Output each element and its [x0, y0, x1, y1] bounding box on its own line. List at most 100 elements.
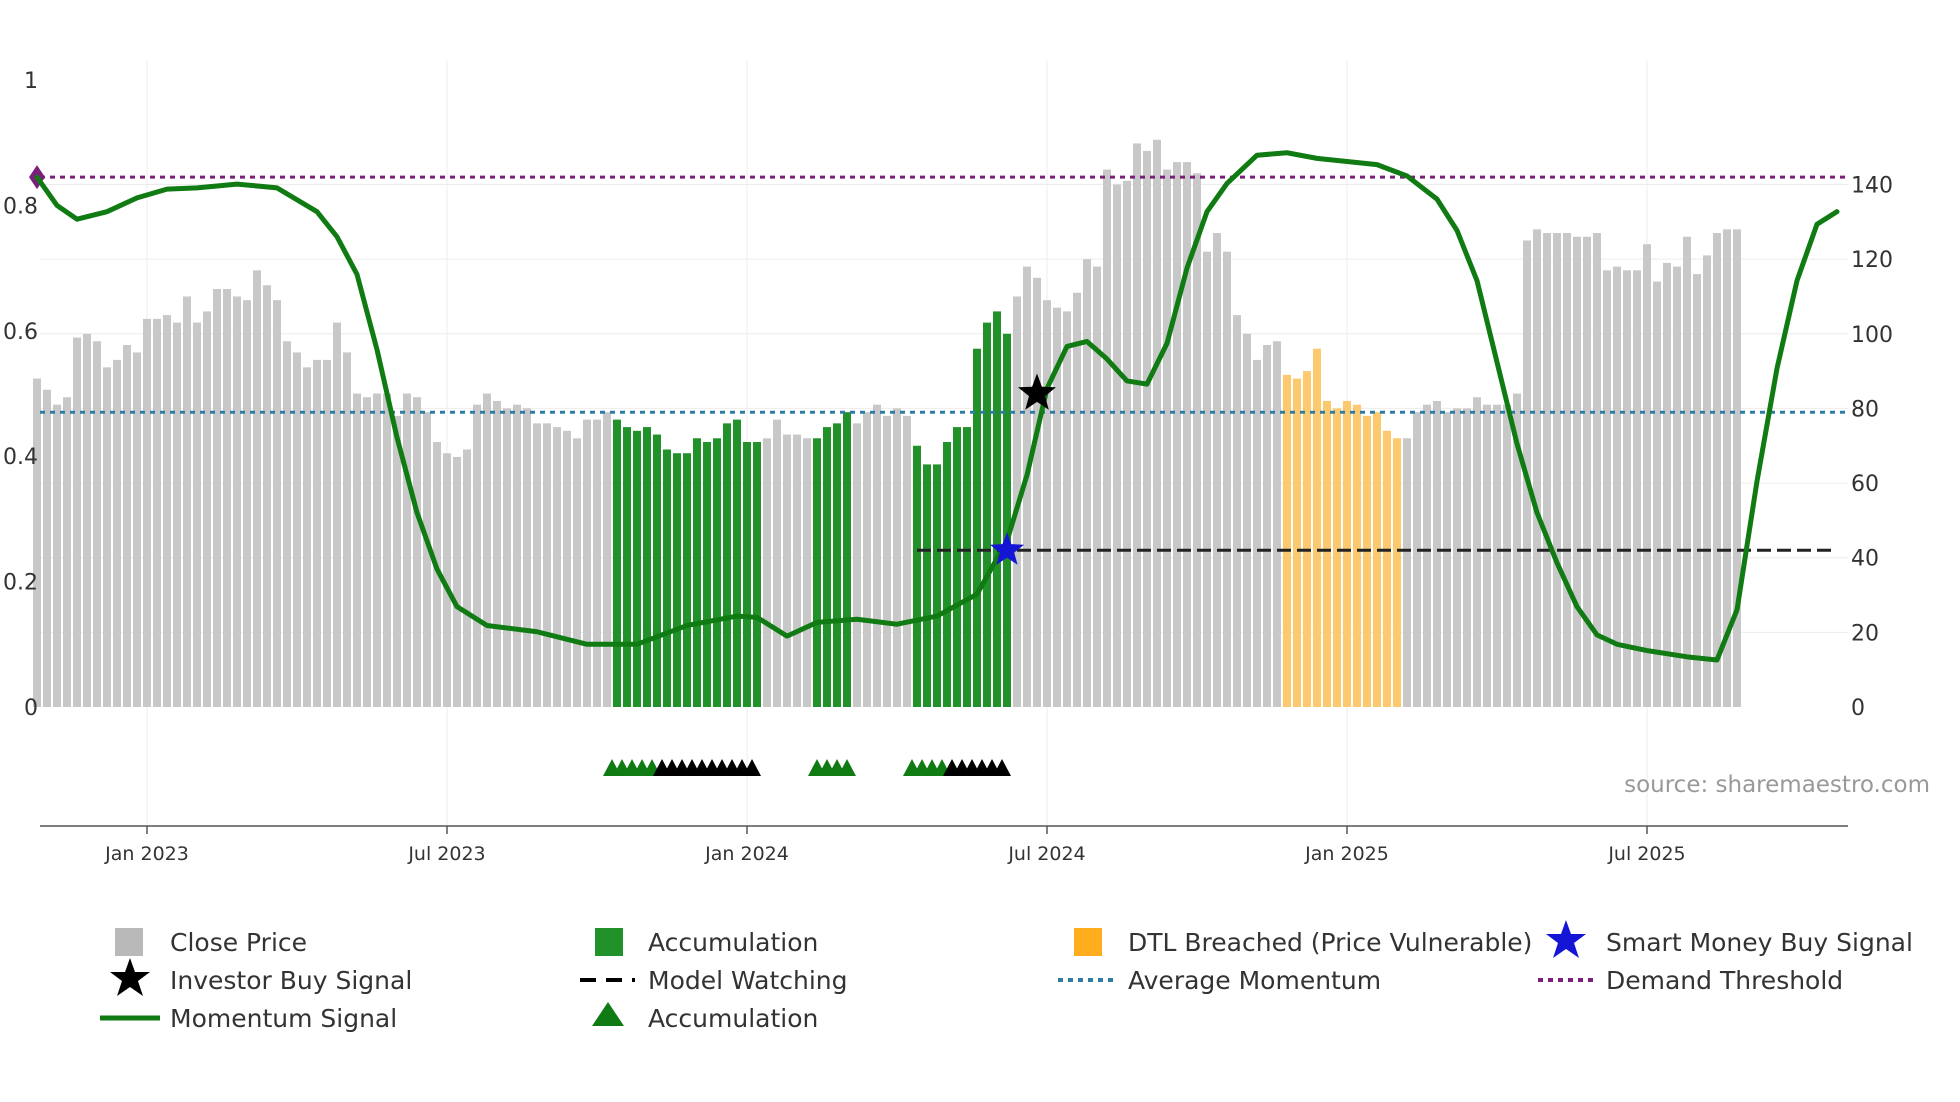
close-price-bar [873, 404, 881, 707]
close-price-bar [1193, 173, 1201, 707]
close-price-bar [323, 359, 331, 707]
x-tick-label: Jan 2023 [104, 843, 189, 865]
close-price-bar [553, 427, 561, 707]
close-price-bar [503, 408, 511, 707]
accumulation-bar [943, 442, 951, 707]
accumulation-bar [923, 464, 931, 707]
left-tick-label: 0.4 [3, 445, 38, 470]
close-price-bar [103, 367, 111, 707]
close-price-bar [303, 367, 311, 707]
close-price-bar [1253, 359, 1261, 707]
accumulation-bar [643, 427, 651, 707]
legend-accumulation-swatch [595, 928, 623, 956]
close-price-bar [1643, 244, 1651, 707]
legend-accumulation-marker-icon [592, 1002, 624, 1026]
close-price-bar [483, 393, 491, 707]
close-price-bar [783, 434, 791, 707]
left-tick-label: 1 [24, 69, 38, 94]
close-price-bar [1053, 307, 1061, 707]
close-price-bar [273, 300, 281, 707]
close-price-bar [143, 318, 151, 707]
close-price-bar [233, 296, 241, 707]
close-price-bar [1433, 400, 1441, 707]
close-price-bar [1623, 270, 1631, 707]
momentum-line [34, 150, 1840, 663]
close-price-bar [533, 423, 541, 707]
left-tick-label: 0.6 [3, 320, 38, 345]
legend-accumulation-marker: Accumulation [648, 1004, 818, 1033]
close-price-bar [543, 423, 551, 707]
accumulation-bar [963, 427, 971, 707]
close-price-bar [333, 322, 341, 707]
dtl-breached-bar [1393, 438, 1401, 707]
close-price-bar [1713, 233, 1721, 707]
x-tick-label: Jul 2025 [1607, 843, 1685, 865]
close-price-bar [1723, 229, 1731, 708]
close-price-bar [263, 285, 271, 707]
close-price-bar [1693, 274, 1701, 707]
close-price-bar [1543, 233, 1551, 707]
close-price-bar [493, 400, 501, 707]
close-price-bar [1413, 412, 1421, 707]
legend-demand-threshold: Demand Threshold [1606, 966, 1843, 995]
close-price-bar [73, 337, 81, 707]
close-price-bar [1403, 438, 1411, 707]
accumulation-bar [623, 427, 631, 707]
accumulation-bar [913, 445, 921, 707]
legend-dtl-swatch [1074, 928, 1102, 956]
close-price-bar [433, 442, 441, 707]
close-price-bar [1583, 236, 1591, 707]
x-tick-label: Jan 2025 [1304, 843, 1389, 865]
close-price-bar [1243, 333, 1251, 707]
close-price-bar [1563, 233, 1571, 707]
close-price-bar [33, 378, 41, 707]
close-price-bar [473, 404, 481, 707]
close-price-bar [883, 415, 891, 707]
source-label: source: sharemaestro.com [1624, 772, 1930, 798]
accumulation-bar [813, 438, 821, 707]
close-price-bar [1153, 139, 1161, 707]
close-price-bar [573, 438, 581, 707]
accumulation-bar [733, 419, 741, 707]
accumulation-bar [833, 423, 841, 707]
close-price-bar [123, 344, 131, 707]
close-price-bar [253, 270, 261, 707]
legend-accumulation-bar: Accumulation [648, 928, 818, 957]
close-price-bar [183, 296, 191, 707]
close-price-bar [283, 341, 291, 707]
legend-dtl-breached: DTL Breached (Price Vulnerable) [1128, 928, 1532, 957]
close-price-bar [383, 393, 391, 707]
dtl-breached-bar [1343, 400, 1351, 707]
dtl-breached-bar [1283, 374, 1291, 707]
left-tick-label: 0.2 [3, 571, 38, 596]
right-tick-label: 140 [1851, 174, 1893, 199]
close-price-bar [903, 415, 911, 707]
dtl-breached-bar [1333, 408, 1341, 707]
legend-momentum-signal: Momentum Signal [170, 1004, 397, 1033]
close-price-bar [1633, 270, 1641, 707]
accumulation-bar [983, 322, 991, 707]
right-tick-label: 0 [1851, 696, 1865, 721]
left-tick-label: 0.8 [3, 194, 38, 219]
close-price-bar [1213, 233, 1221, 707]
close-price-bar [1603, 270, 1611, 707]
close-price-bar [1023, 266, 1031, 707]
close-price-bar [523, 408, 531, 707]
close-price-bar [1593, 233, 1601, 707]
close-price-bar [1483, 404, 1491, 707]
dtl-breached-bar [1353, 404, 1361, 707]
close-price-bar [1043, 300, 1051, 707]
close-price-bar [1613, 266, 1621, 707]
close-price-bar [1683, 236, 1691, 707]
close-price-bar [393, 415, 401, 707]
close-price-bar [1233, 315, 1241, 707]
right-tick-label: 120 [1851, 248, 1893, 273]
close-price-bar [1423, 404, 1431, 707]
close-price-bar [223, 289, 231, 707]
right-tick-label: 100 [1851, 323, 1893, 348]
dtl-breached-bar [1373, 412, 1381, 707]
close-price-bar [353, 393, 361, 707]
close-price-bar [63, 397, 71, 707]
close-price-bar [563, 430, 571, 707]
